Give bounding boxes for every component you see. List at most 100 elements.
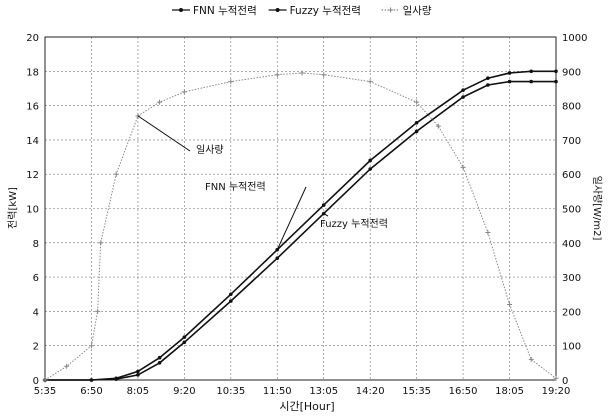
x-axis-title: 시간[Hour] <box>279 400 334 413</box>
series-marker <box>507 71 512 75</box>
annotation-label-1: FNN 누적전력 <box>205 181 266 193</box>
legend-label: FNN 누적전력 <box>193 5 257 17</box>
series-marker <box>89 378 94 382</box>
series-marker <box>368 167 372 171</box>
y-left-tick-label: 20 <box>26 33 39 44</box>
y-right-tick-label: 1000 <box>562 33 587 44</box>
legend: FNN 누적전력 Fuzzy 누적전력 일사량 <box>172 4 432 17</box>
legend-label: 일사량 <box>403 4 432 17</box>
legend-item-0: FNN 누적전력 <box>172 5 257 17</box>
series-layer <box>42 69 559 383</box>
series-marker <box>460 164 466 170</box>
plot-frame <box>44 36 557 381</box>
series-marker <box>229 292 233 297</box>
y-left-tick-label: 10 <box>26 205 39 216</box>
y-axis-left-title: 전력[kW] <box>7 187 19 229</box>
y-left-tick-label: 18 <box>26 67 39 78</box>
series-marker <box>485 230 491 236</box>
y-right-tick-label: 900 <box>562 67 581 78</box>
legend-label: Fuzzy 누적전력 <box>290 5 361 17</box>
series-marker <box>275 256 280 261</box>
irradiance-series <box>42 70 559 383</box>
legend-item-1: Fuzzy 누적전력 <box>268 5 361 17</box>
series-marker <box>529 69 534 74</box>
series-marker <box>507 302 513 308</box>
series-marker <box>368 158 372 163</box>
series-marker <box>486 76 490 80</box>
series-marker <box>554 69 558 74</box>
y-left-tick-label: 12 <box>26 170 39 181</box>
series-marker <box>414 129 419 134</box>
series-marker <box>157 355 162 360</box>
annotation-label-2: Fuzzy 누적전력 <box>320 218 388 230</box>
series-marker <box>321 72 327 78</box>
x-tick-label: 5:35 <box>34 386 56 397</box>
y-left-tick-label: 2 <box>33 342 39 353</box>
series-marker <box>274 72 280 78</box>
x-tick-label: 13:05 <box>309 386 338 397</box>
series-marker <box>486 83 490 87</box>
y-right-tick-label: 0 <box>562 376 568 387</box>
x-tick-label: 6:50 <box>80 386 102 397</box>
series-marker <box>461 88 465 92</box>
series-marker <box>528 356 534 362</box>
series-marker <box>114 377 119 381</box>
axes: 0246810121416182001002003004005006007008… <box>26 33 587 397</box>
series-marker <box>553 375 559 381</box>
series-marker <box>228 79 234 85</box>
series-marker <box>64 363 70 369</box>
series-marker <box>181 89 187 95</box>
annotation-leader-1 <box>276 186 307 250</box>
annotation-leader-0 <box>137 115 191 152</box>
series-marker <box>113 171 119 177</box>
y-axis-right-title: 일사량[W/m2] <box>591 176 603 241</box>
y-left-tick-label: 14 <box>26 136 39 147</box>
y-left-tick-label: 0 <box>33 376 39 387</box>
series-marker <box>529 79 534 84</box>
series-marker <box>414 120 419 125</box>
series-marker <box>157 99 163 105</box>
y-left-tick-label: 16 <box>26 102 39 113</box>
legend-marker <box>275 8 280 12</box>
series-marker <box>321 203 326 207</box>
y-right-tick-label: 300 <box>562 273 581 284</box>
series-marker <box>42 377 48 383</box>
legend-marker <box>388 7 394 13</box>
series-marker <box>414 99 420 105</box>
x-tick-label: 15:35 <box>402 386 431 397</box>
series-marker <box>95 308 101 314</box>
x-tick-label: 16:50 <box>449 386 478 397</box>
y-right-tick-label: 600 <box>562 170 581 181</box>
x-tick-label: 11:50 <box>263 386 292 397</box>
y-right-tick-label: 700 <box>562 136 581 147</box>
annotation-label-0: 일사량 <box>196 144 224 156</box>
x-tick-label: 8:05 <box>127 386 149 397</box>
series-marker <box>299 70 305 76</box>
x-tick-label: 18:05 <box>495 386 524 397</box>
series-marker <box>229 299 233 303</box>
series-marker <box>88 343 94 349</box>
series-marker <box>136 369 140 374</box>
series-marker <box>98 240 104 246</box>
series-marker <box>157 361 162 365</box>
series-marker <box>182 340 187 345</box>
legend-item-2: 일사량 <box>381 4 432 17</box>
x-tick-label: 10:35 <box>216 386 245 397</box>
series-line <box>45 80 556 381</box>
y-right-tick-label: 800 <box>562 102 581 113</box>
series-marker <box>461 95 465 99</box>
series-line <box>45 70 556 381</box>
legend-marker <box>179 8 183 12</box>
series-marker <box>136 373 140 377</box>
series-marker <box>135 113 141 119</box>
y-left-tick-label: 8 <box>33 239 39 250</box>
series-marker <box>507 79 512 84</box>
annotations: 일사량 FNN 누적전력 Fuzzy 누적전력 <box>137 115 388 250</box>
y-right-tick-label: 400 <box>562 239 581 250</box>
series-marker <box>182 335 187 339</box>
y-left-tick-label: 6 <box>33 273 39 284</box>
x-tick-label: 19:20 <box>542 386 571 397</box>
